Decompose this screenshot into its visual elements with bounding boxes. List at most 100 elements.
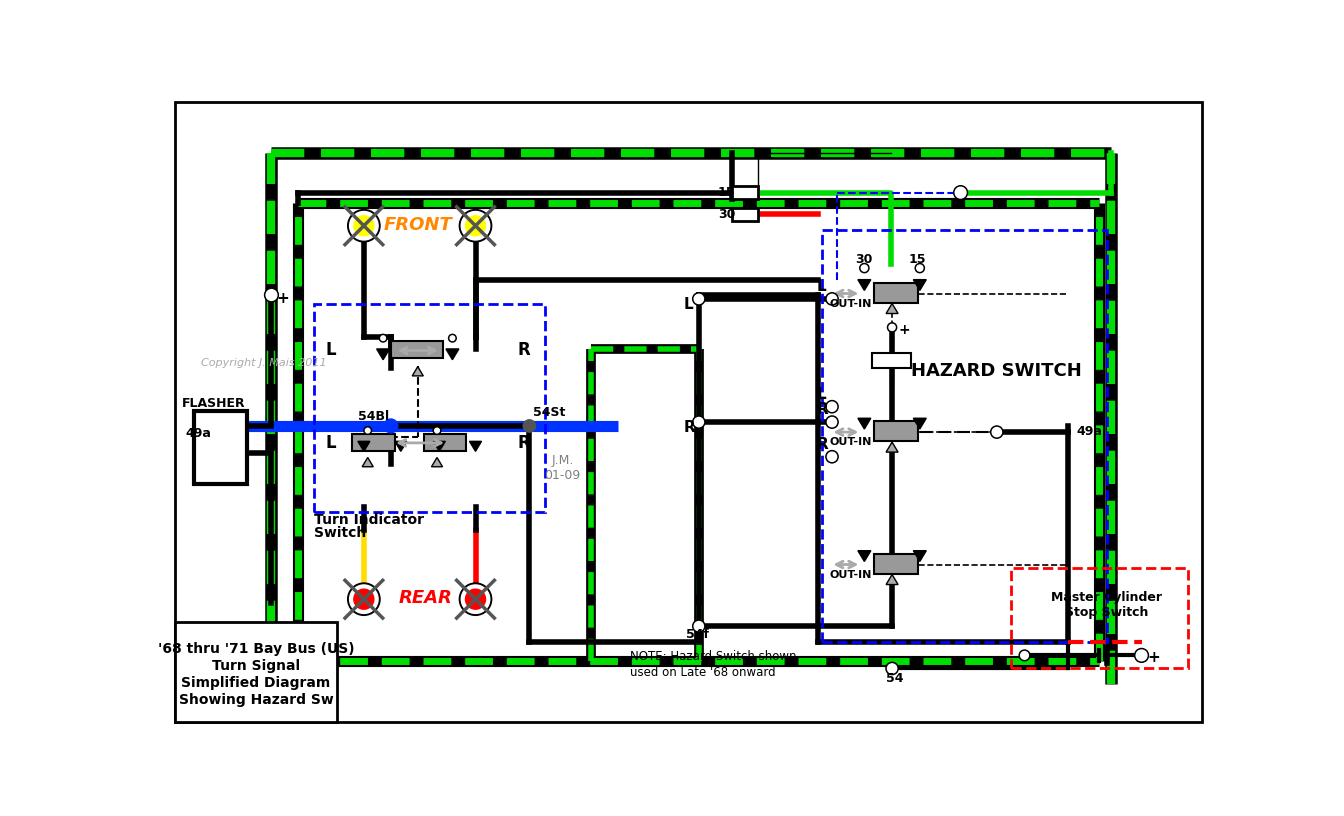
Circle shape [828, 418, 836, 427]
Circle shape [692, 416, 706, 428]
Text: Turn Signal: Turn Signal [212, 659, 300, 673]
Polygon shape [362, 458, 374, 467]
Polygon shape [395, 441, 407, 451]
Polygon shape [857, 551, 871, 561]
Circle shape [695, 622, 703, 631]
Polygon shape [857, 419, 871, 429]
Text: Turn Indicator: Turn Indicator [313, 513, 423, 527]
Circle shape [450, 336, 454, 340]
Bar [195, 410, 247, 484]
Text: 30: 30 [718, 208, 735, 220]
Text: Copyright J. Mais 2011: Copyright J. Mais 2011 [200, 358, 327, 368]
Text: +: + [898, 322, 910, 337]
Circle shape [1019, 650, 1030, 661]
Text: OUT-IN: OUT-IN [829, 437, 872, 447]
Text: L: L [817, 387, 827, 402]
Circle shape [887, 323, 896, 332]
Circle shape [828, 402, 836, 411]
Text: 15: 15 [909, 253, 926, 266]
Text: 49a: 49a [185, 428, 211, 441]
Circle shape [366, 428, 370, 432]
Circle shape [886, 663, 898, 675]
Polygon shape [431, 458, 442, 467]
Text: NOTE: Hazard Switch shown
used on Late '68 onward: NOTE: Hazard Switch shown used on Late '… [629, 650, 796, 678]
Polygon shape [886, 574, 898, 584]
Circle shape [862, 265, 867, 271]
Circle shape [349, 211, 378, 240]
Text: OUT-IN: OUT-IN [829, 299, 872, 308]
Text: Switch: Switch [313, 526, 366, 540]
Text: J.M.
01-09: J.M. 01-09 [544, 455, 581, 482]
Circle shape [825, 416, 839, 428]
Circle shape [956, 187, 966, 198]
Circle shape [954, 186, 968, 200]
Polygon shape [886, 442, 898, 452]
Text: 30: 30 [855, 253, 872, 266]
Polygon shape [446, 349, 458, 360]
Text: R: R [683, 420, 695, 435]
Text: L: L [325, 434, 336, 452]
Circle shape [695, 418, 703, 427]
Circle shape [461, 585, 489, 614]
Text: 54: 54 [886, 672, 903, 685]
Text: REAR: REAR [399, 589, 453, 607]
Circle shape [434, 428, 439, 432]
Polygon shape [358, 441, 370, 451]
Circle shape [887, 664, 896, 673]
Circle shape [1136, 650, 1146, 661]
Text: 15: 15 [718, 186, 735, 199]
Circle shape [460, 210, 492, 242]
Text: +: + [1148, 650, 1160, 665]
Circle shape [692, 293, 706, 305]
Circle shape [266, 290, 277, 300]
Circle shape [384, 419, 398, 432]
Bar [423, 433, 466, 450]
Circle shape [353, 589, 374, 610]
Polygon shape [886, 304, 898, 313]
Text: 54Bl: 54Bl [358, 410, 388, 423]
Text: 54St: 54St [534, 406, 566, 419]
Text: HAZARD SWITCH: HAZARD SWITCH [911, 361, 1082, 380]
Text: Simplified Diagram: Simplified Diagram [181, 676, 331, 690]
Text: 54f: 54f [685, 628, 708, 641]
Circle shape [348, 210, 380, 242]
Text: R: R [817, 402, 828, 418]
Circle shape [917, 265, 923, 271]
Polygon shape [376, 349, 390, 360]
Text: R: R [517, 434, 531, 452]
Bar [823, 229, 1107, 641]
Text: L: L [683, 297, 694, 312]
Polygon shape [914, 280, 926, 290]
Polygon shape [914, 551, 926, 561]
Polygon shape [413, 366, 423, 376]
Circle shape [915, 264, 925, 273]
Circle shape [465, 589, 485, 610]
Circle shape [379, 335, 387, 342]
Circle shape [523, 419, 535, 432]
Text: Showing Hazard Sw: Showing Hazard Sw [179, 693, 333, 707]
Circle shape [1134, 649, 1149, 663]
Circle shape [860, 264, 870, 273]
Circle shape [349, 585, 378, 614]
Circle shape [692, 620, 706, 632]
Bar [874, 282, 918, 303]
Circle shape [825, 450, 839, 463]
Bar [732, 186, 758, 199]
Circle shape [828, 295, 836, 304]
Polygon shape [433, 441, 445, 451]
Bar [1011, 569, 1188, 668]
Circle shape [888, 324, 895, 330]
Circle shape [364, 427, 371, 434]
Circle shape [1020, 651, 1028, 659]
Circle shape [348, 583, 380, 615]
Text: Master Cylinder
Stop Switch: Master Cylinder Stop Switch [1051, 592, 1163, 619]
Circle shape [825, 293, 839, 305]
Bar [175, 623, 337, 722]
Circle shape [265, 288, 278, 302]
Bar [352, 433, 395, 450]
Text: R: R [517, 341, 531, 360]
Text: FRONT: FRONT [383, 216, 452, 234]
Circle shape [460, 583, 492, 615]
Text: +: + [277, 290, 289, 306]
Text: FLASHER: FLASHER [183, 397, 246, 410]
